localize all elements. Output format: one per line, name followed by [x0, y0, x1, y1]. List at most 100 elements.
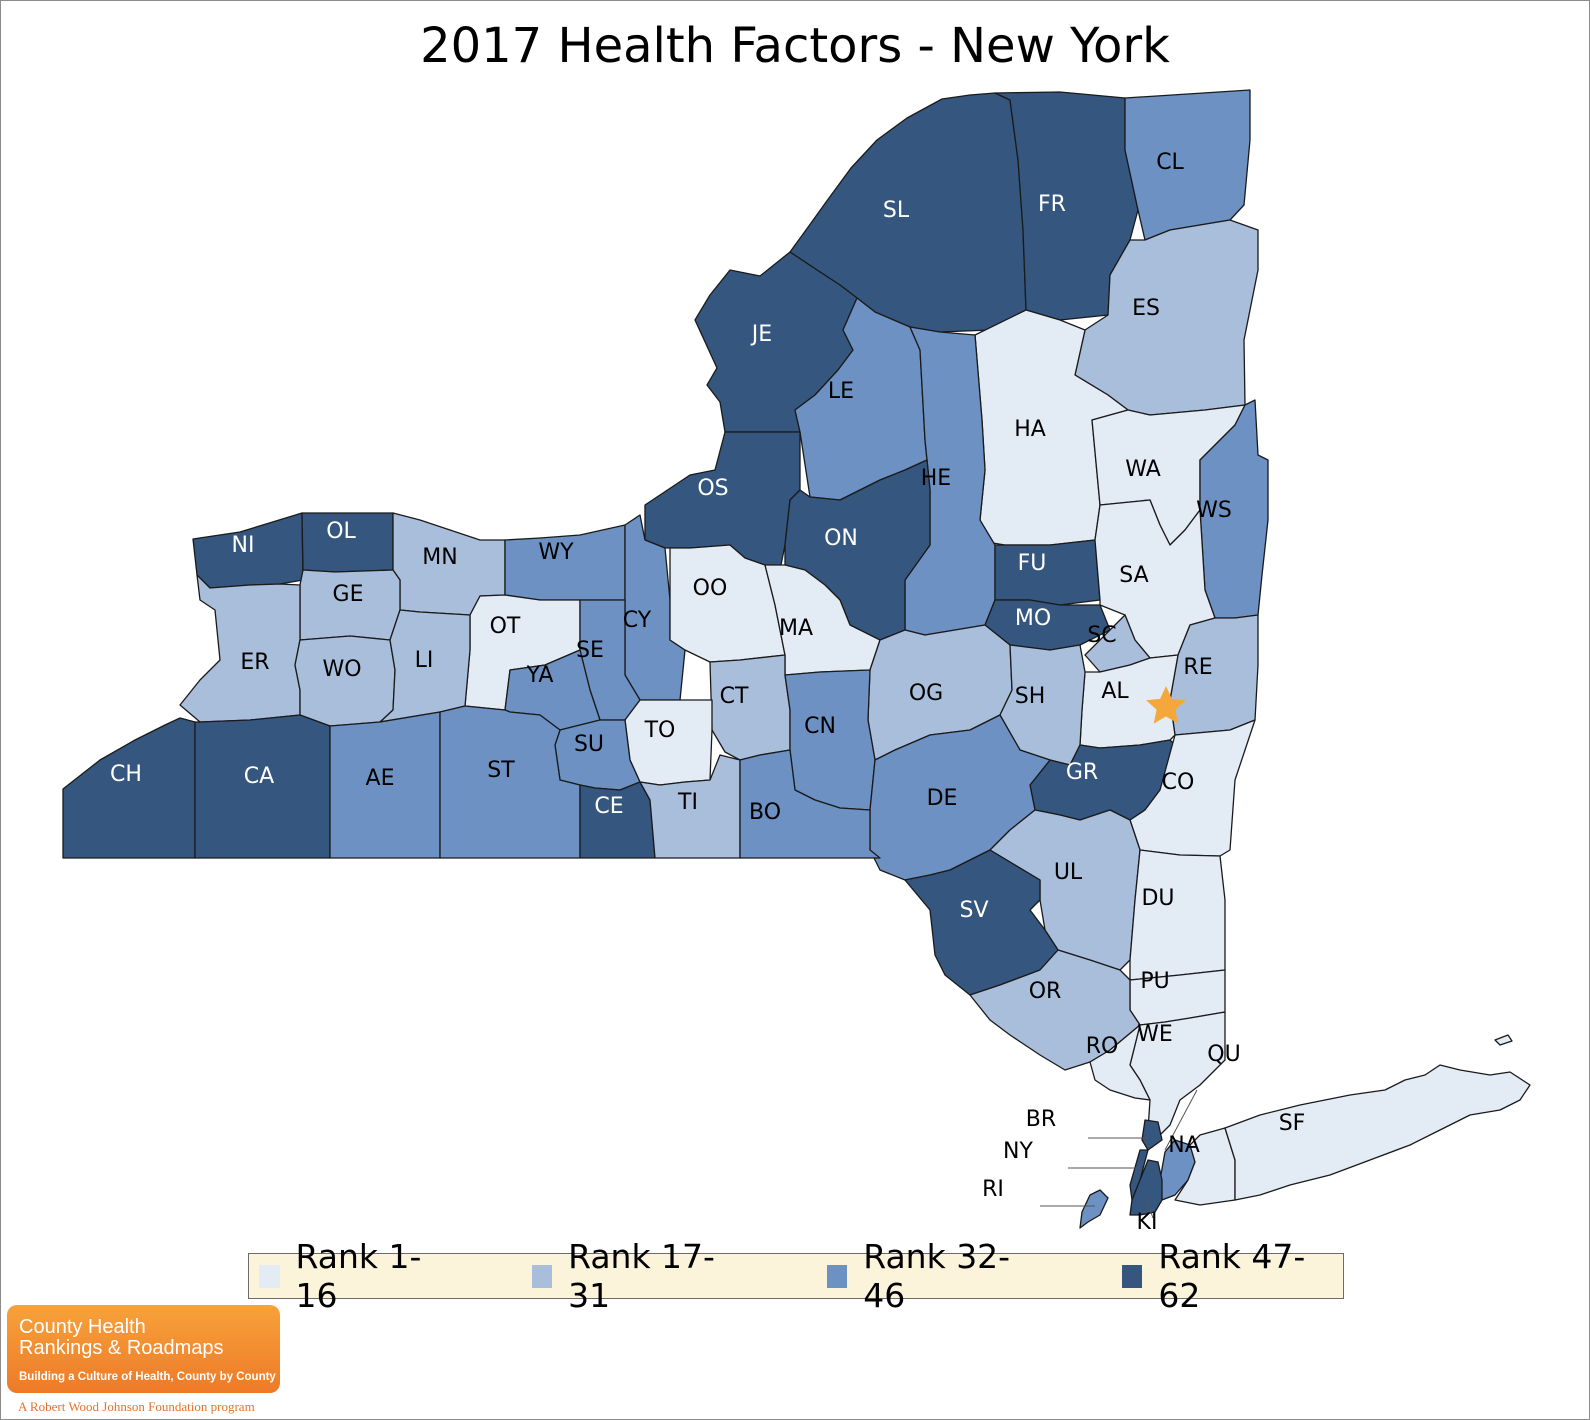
legend-item-rank-32-46: Rank 32-46 [826, 1237, 1048, 1315]
legend-label: Rank 32-46 [863, 1237, 1011, 1315]
county-label-ul: UL [1054, 860, 1083, 885]
county-label-ny: NY [1003, 1139, 1033, 1164]
county-ch[interactable] [62, 717, 196, 859]
county-ti[interactable] [639, 754, 741, 859]
legend-item-rank-47-62: Rank 47-62 [1121, 1237, 1343, 1315]
county-label-ce: CE [594, 794, 623, 819]
county-label-es: ES [1132, 296, 1160, 321]
county-label-re: RE [1183, 655, 1212, 680]
county-label-de: DE [927, 786, 958, 811]
county-label-qu: QU [1207, 1042, 1240, 1067]
county-label-al: AL [1101, 679, 1129, 704]
county-label-og: OG [909, 681, 943, 706]
legend-swatch-rank-17-31 [531, 1264, 553, 1288]
county-label-ge: GE [333, 582, 364, 607]
county-label-ro: RO [1086, 1034, 1119, 1059]
county-label-du: DU [1141, 886, 1174, 911]
county-label-mn: MN [422, 545, 457, 570]
county-ri[interactable] [1079, 1189, 1109, 1229]
logo-line-2: Rankings & Roadmaps [19, 1337, 224, 1359]
legend-swatch-rank-47-62 [1121, 1264, 1143, 1288]
county-label-ca: CA [244, 764, 274, 789]
county-br[interactable] [1141, 1119, 1163, 1151]
county-label-sf: SF [1279, 1111, 1306, 1136]
county-label-on: ON [824, 526, 858, 551]
map-title: 2017 Health Factors - New York [420, 18, 1170, 74]
county-label-co: CO [1162, 770, 1195, 795]
county-label-ti: TI [677, 790, 698, 815]
county-label-bo: BO [749, 800, 781, 825]
county-label-ol: OL [326, 519, 356, 544]
long-island-islet [1494, 1034, 1513, 1046]
county-cn[interactable] [784, 669, 876, 811]
county-sv[interactable] [904, 849, 1059, 996]
legend-swatch-rank-32-46 [826, 1264, 848, 1288]
logo-title: County Health Rankings & Roadmaps [19, 1317, 224, 1359]
county-label-fu: FU [1018, 551, 1047, 576]
county-label-to: TO [644, 718, 676, 743]
county-ki[interactable] [1129, 1159, 1163, 1216]
star-icon [1146, 686, 1186, 724]
county-label-he: HE [921, 466, 951, 491]
county-st[interactable] [439, 705, 581, 859]
logo-tagline: A Robert Wood Johnson Foundation program [18, 1399, 255, 1414]
county-label-le: LE [828, 379, 854, 404]
county-label-na: NA [1168, 1133, 1200, 1158]
logo-line-1: County Health [19, 1316, 146, 1338]
county-bo[interactable] [739, 749, 881, 859]
county-label-cn: CN [804, 714, 836, 739]
county-label-st: ST [487, 758, 515, 783]
county-du[interactable] [1129, 849, 1226, 981]
county-label-sh: SH [1015, 684, 1046, 709]
county-cl[interactable] [1124, 89, 1251, 241]
county-label-ch: CH [110, 762, 142, 787]
county-label-os: OS [697, 476, 728, 501]
county-label-ws: WS [1196, 498, 1232, 523]
county-label-je: JE [750, 322, 772, 347]
county-ca[interactable] [194, 714, 331, 859]
county-label-er: ER [240, 650, 269, 675]
county-label-pu: PU [1140, 969, 1169, 994]
legend-item-rank-1-16: Rank 1-16 [259, 1237, 460, 1315]
county-label-gr: GR [1066, 760, 1098, 785]
county-label-ni: NI [232, 533, 255, 558]
nyc-leader-lines [1040, 1089, 1198, 1219]
legend-label: Rank 17-31 [568, 1237, 715, 1315]
county-label-ha: HA [1014, 417, 1046, 442]
logo-subtitle: Building a Culture of Health, County by … [19, 1371, 276, 1383]
legend-label: Rank 1-16 [295, 1237, 422, 1315]
county-label-sl: SL [883, 198, 910, 223]
county-label-su: SU [574, 732, 604, 757]
county-label-mo: MO [1015, 606, 1051, 631]
county-or[interactable] [969, 949, 1141, 1071]
county-er[interactable] [179, 574, 301, 723]
legend: Rank 1-16 Rank 17-31 Rank 32-46 Rank 47-… [248, 1237, 1344, 1315]
county-health-rankings-logo[interactable]: County Health Rankings & Roadmaps Buildi… [7, 1305, 280, 1393]
county-label-wo: WO [322, 657, 361, 682]
county-label-cy: CY [623, 608, 652, 633]
county-label-sc: SC [1087, 623, 1116, 648]
county-label-cl: CL [1156, 150, 1184, 175]
county-ro[interactable] [1089, 1024, 1151, 1101]
county-label-oo: OO [693, 576, 728, 601]
county-label-we: WE [1137, 1022, 1173, 1047]
legend-swatch-rank-1-16 [259, 1264, 280, 1288]
county-label-ae: AE [366, 766, 395, 791]
county-label-ri: RI [982, 1177, 1004, 1202]
county-label-sa: SA [1119, 563, 1148, 588]
county-label-sv: SV [959, 898, 988, 923]
county-label-ya: YA [526, 663, 554, 688]
county-label-wy: WY [538, 540, 574, 565]
legend-label: Rank 47-62 [1158, 1237, 1306, 1315]
county-sf[interactable] [1224, 1064, 1531, 1201]
county-label-wa: WA [1125, 457, 1161, 482]
county-label-br: BR [1026, 1107, 1056, 1132]
county-fu[interactable] [994, 539, 1101, 606]
county-label-ki: KI [1137, 1210, 1158, 1235]
legend-item-rank-17-31: Rank 17-31 [531, 1237, 753, 1315]
county-label-fr: FR [1038, 192, 1066, 217]
county-label-or: OR [1029, 979, 1062, 1004]
county-label-ma: MA [779, 616, 813, 641]
county-label-ot: OT [490, 614, 521, 639]
